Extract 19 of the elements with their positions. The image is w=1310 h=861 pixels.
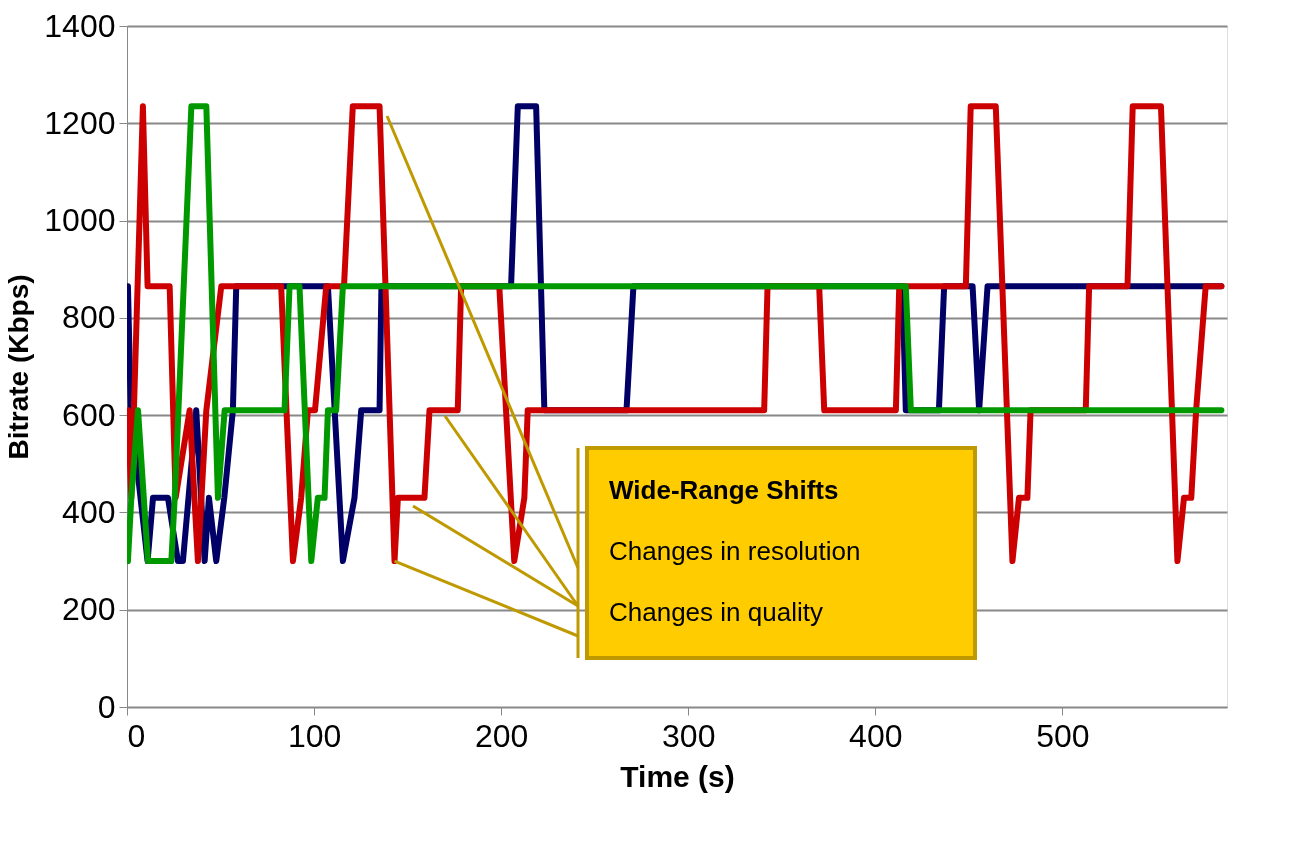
y-tick-label: 600 (62, 396, 116, 433)
x-tick-label: 500 (1036, 717, 1090, 754)
x-axis-title: Time (s) (620, 759, 735, 793)
y-tick-label: 1400 (44, 7, 116, 44)
y-tick-label: 200 (62, 591, 116, 628)
x-tick-label: 400 (849, 717, 903, 754)
y-axis-title: Bitrate (Kbps) (3, 274, 35, 460)
y-tick-label: 800 (62, 299, 116, 336)
annotation: Changes in resolution (609, 536, 861, 566)
annotation: Wide-Range Shifts (609, 475, 839, 505)
x-tick-label: 300 (662, 717, 716, 754)
x-tick-label: 200 (474, 717, 529, 754)
x-tick-label: 100 (287, 717, 342, 754)
x-tick-label: 0 (127, 717, 146, 754)
y-tick-label: 400 (62, 493, 116, 530)
y-tick-label: 0 (97, 688, 116, 725)
y-tick-label: 1200 (44, 104, 116, 141)
annotation: Changes in quality (609, 597, 823, 627)
y-tick-label: 1000 (44, 202, 116, 239)
